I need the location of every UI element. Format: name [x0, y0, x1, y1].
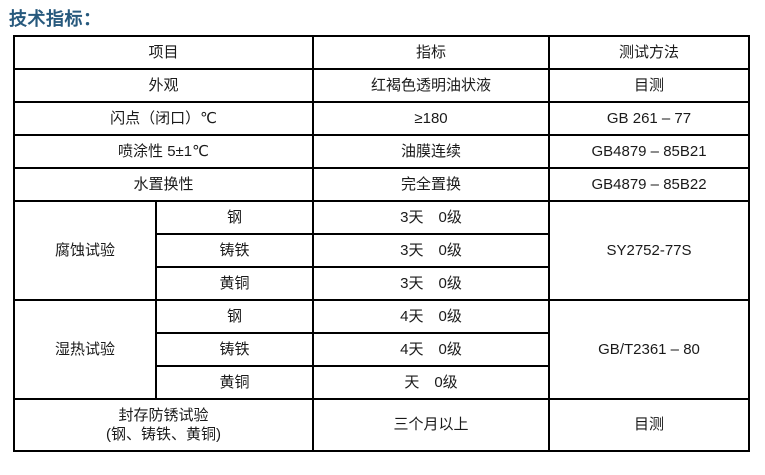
table-row: 喷涂性 5±1℃ 油膜连续 GB4879 – 85B21 [12, 134, 751, 169]
cell-method: GB4879 – 85B22 [548, 167, 751, 202]
cell-value: 红褐色透明油状液 [312, 68, 551, 103]
cell-value: 油膜连续 [312, 134, 551, 169]
table-header-row: 项目 指标 测试方法 [12, 35, 751, 70]
table-row: 黄铜 3天 0级 [14, 266, 749, 301]
page-title: 技术指标： [9, 9, 102, 29]
header-cell-item: 项目 [12, 35, 315, 70]
cell-method: 目测 [548, 68, 751, 103]
cell-item: 外观 [12, 68, 315, 103]
table-row: 腐蚀试验 钢 3天 0级 SY2752-77S [13, 200, 751, 301]
table-row: 铸铁 4天 0级 [14, 332, 749, 367]
cell-material: 黄铜 [154, 266, 315, 301]
table-row: 封存防锈试验 (钢、铸铁、黄铜) 三个月以上 目测 [12, 398, 751, 452]
cell-value: ≥180 [312, 101, 551, 136]
table-row: 外观 红褐色透明油状液 目测 [12, 68, 751, 103]
cell-method-group: SY2752-77S [548, 200, 751, 301]
cell-item-group: 腐蚀试验 [13, 200, 157, 301]
cell-method: GB4879 – 85B21 [548, 134, 751, 169]
table-row: 水置换性 完全置换 GB4879 – 85B22 [12, 167, 751, 202]
cell-value: 4天 0级 [312, 299, 551, 334]
table-row: 黄铜 天 0级 [14, 365, 749, 400]
cell-item: 封存防锈试验 (钢、铸铁、黄铜) [12, 398, 315, 452]
cell-value: 三个月以上 [312, 398, 551, 452]
cell-item-line1: 封存防锈试验 [118, 406, 209, 424]
cell-value: 4天 0级 [312, 332, 551, 367]
cell-value: 3天 0级 [312, 200, 551, 235]
cell-item-group: 湿热试验 [13, 299, 157, 400]
cell-value: 3天 0级 [312, 266, 551, 301]
header-cell-method: 测试方法 [548, 35, 751, 70]
cell-material: 钢 [154, 299, 315, 334]
table-row: 湿热试验 钢 4天 0级 GB/T2361 – 80 [13, 299, 751, 400]
cell-item: 水置换性 [12, 167, 315, 202]
spec-table: 项目 指标 测试方法 外观 红褐色透明油状液 目测 闪点（闭口）℃ ≥180 G… [12, 35, 751, 452]
cell-material: 铸铁 [154, 233, 315, 268]
table-row: 闪点（闭口）℃ ≥180 GB 261 – 77 [12, 101, 751, 136]
cell-item-line2: (钢、铸铁、黄铜) [106, 426, 221, 443]
cell-value: 完全置换 [312, 167, 551, 202]
table-row: 铸铁 3天 0级 [14, 233, 749, 268]
cell-material: 黄铜 [154, 365, 315, 400]
cell-material: 钢 [154, 200, 315, 235]
cell-material: 铸铁 [154, 332, 315, 367]
cell-item: 闪点（闭口）℃ [12, 101, 315, 136]
header-cell-value: 指标 [312, 35, 551, 70]
cell-value: 3天 0级 [312, 233, 551, 268]
cell-value: 天 0级 [312, 365, 551, 400]
cell-method: 目测 [548, 398, 751, 452]
cell-item: 喷涂性 5±1℃ [12, 134, 315, 169]
cell-method: GB 261 – 77 [548, 101, 751, 136]
cell-method-group: GB/T2361 – 80 [548, 299, 751, 400]
